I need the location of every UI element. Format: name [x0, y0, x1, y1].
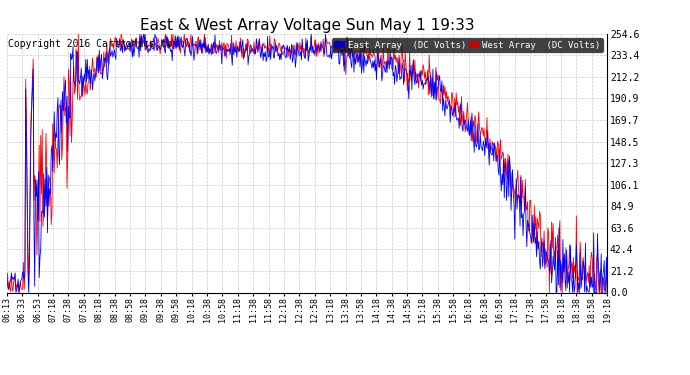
- Legend: East Array  (DC Volts), West Array  (DC Volts): East Array (DC Volts), West Array (DC Vo…: [332, 38, 602, 52]
- Text: Copyright 2016 Cartronics.com: Copyright 2016 Cartronics.com: [8, 39, 179, 49]
- Title: East & West Array Voltage Sun May 1 19:33: East & West Array Voltage Sun May 1 19:3…: [140, 18, 474, 33]
